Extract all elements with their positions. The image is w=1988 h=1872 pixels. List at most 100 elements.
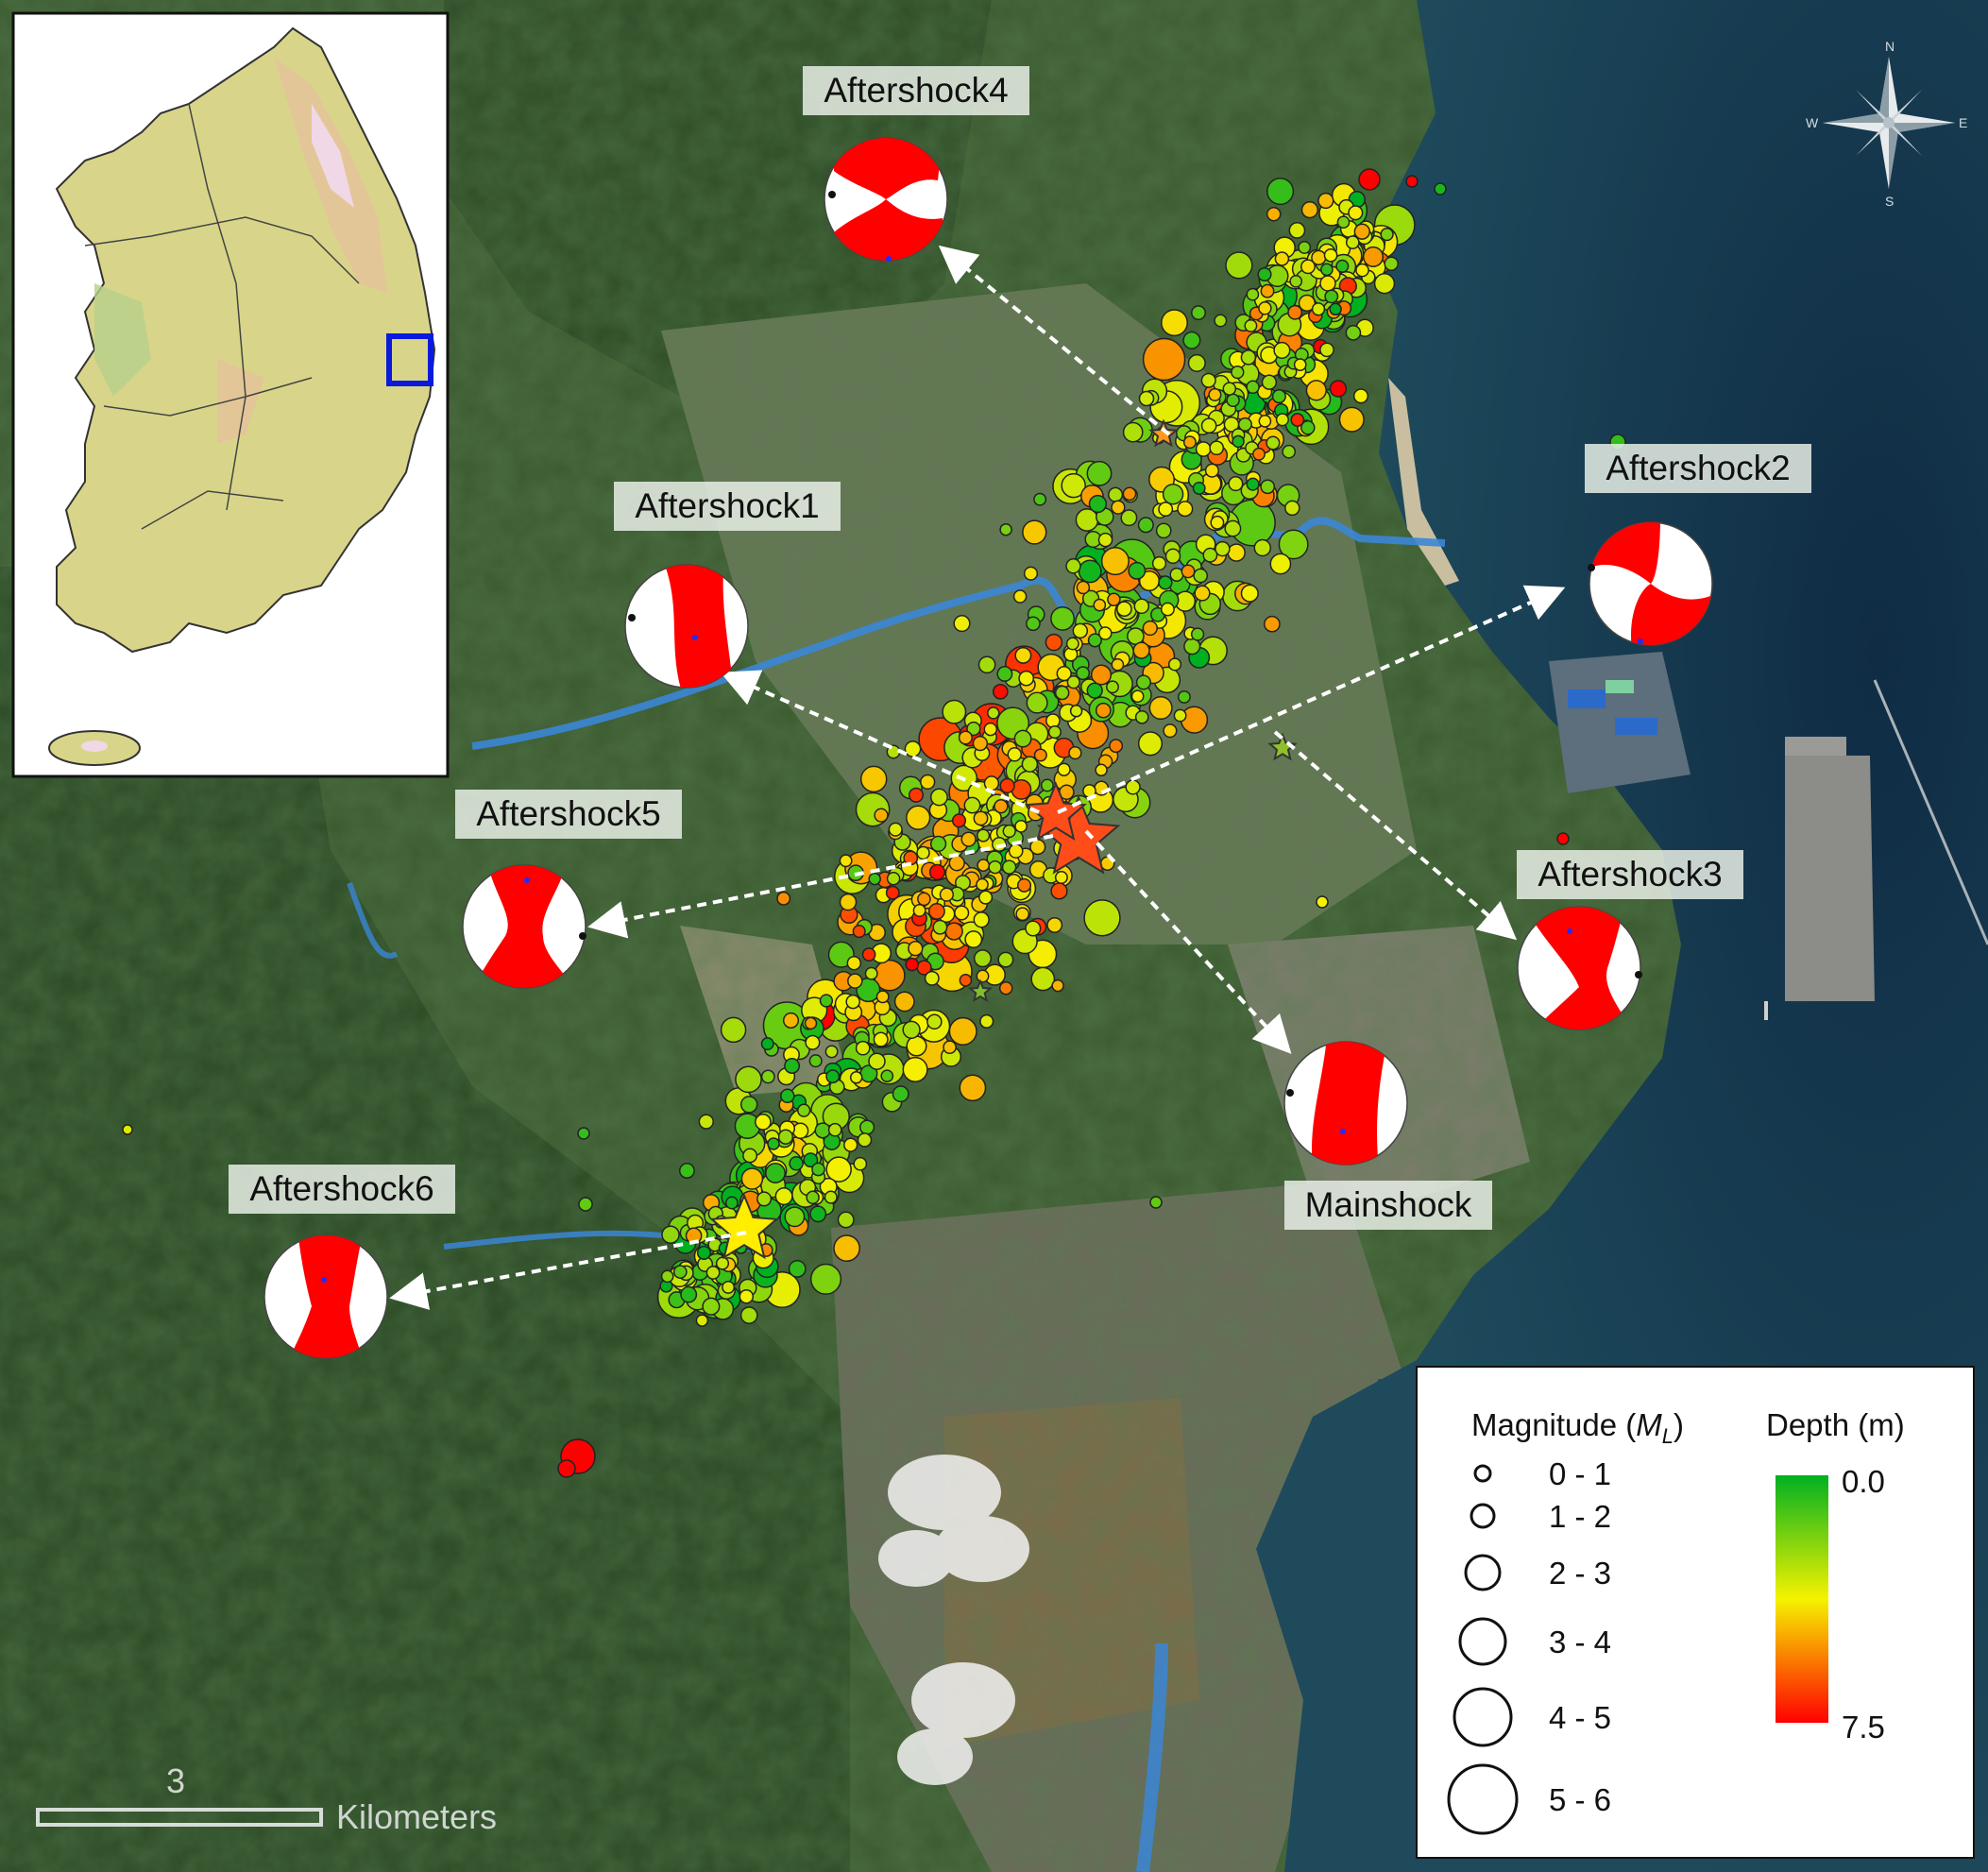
epicenter-marker xyxy=(1045,633,1063,652)
epicenter-marker xyxy=(557,1459,576,1478)
epicenter-marker xyxy=(1107,592,1121,606)
epicenter-marker xyxy=(1193,568,1209,584)
epicenter-marker xyxy=(1094,780,1110,796)
epicenter-marker xyxy=(782,1012,800,1029)
epicenter-marker xyxy=(1072,622,1089,639)
epicenter-marker xyxy=(924,970,940,986)
epicenter-marker xyxy=(1181,564,1196,579)
aftershock6-star-icon xyxy=(709,1193,779,1260)
beachball-mainshock xyxy=(1283,1041,1408,1166)
epicenter-marker xyxy=(702,1297,721,1316)
epicenter-marker xyxy=(696,1245,711,1260)
epicenter-marker xyxy=(1187,353,1206,372)
epicenter-marker xyxy=(978,890,994,905)
epicenter-marker xyxy=(1122,421,1144,443)
epicenter-marker xyxy=(811,1162,825,1177)
epicenter-marker xyxy=(1258,301,1272,315)
epicenter-marker xyxy=(1095,702,1112,719)
arrow-aftershock3 xyxy=(1273,730,1518,941)
epicenter-marker xyxy=(1208,387,1222,401)
label-aftershock6: Aftershock6 xyxy=(249,1169,433,1208)
epicenter-marker xyxy=(1298,241,1312,254)
epicenter-marker xyxy=(837,1211,855,1229)
epicenter-marker xyxy=(809,1205,827,1223)
epicenter-marker xyxy=(1228,476,1244,492)
beachball-aftershock6 xyxy=(263,1234,388,1359)
epicenter-marker xyxy=(977,859,991,872)
epicenter-marker xyxy=(739,1096,758,1114)
compass-rose-icon: N E S W xyxy=(1806,39,1967,209)
epicenter-marker xyxy=(1026,691,1048,714)
epicenter-marker xyxy=(893,991,915,1013)
epicenter-marker xyxy=(1106,680,1119,694)
epicenter-marker xyxy=(814,1122,831,1139)
epicenter-marker xyxy=(1068,745,1082,760)
scale-bar: 3 Kilometers xyxy=(36,1761,497,1836)
scale-bar-value: 3 xyxy=(166,1761,185,1800)
epicenter-marker xyxy=(1244,318,1258,332)
arrow-aftershock1 xyxy=(720,670,1040,814)
epicenter-marker xyxy=(1345,235,1360,249)
epicenter-marker xyxy=(1266,178,1295,206)
epicenter-marker xyxy=(902,1020,921,1039)
epicenter-marker xyxy=(1161,309,1188,337)
epicenter-marker xyxy=(873,1031,889,1047)
epicenter-marker xyxy=(1273,341,1291,359)
epicenter-marker xyxy=(1100,547,1130,576)
epicenter-marker xyxy=(1202,547,1218,563)
epicenter-marker xyxy=(805,1034,821,1050)
epicenter-marker xyxy=(1348,205,1364,221)
epicenter-marker xyxy=(1122,486,1137,502)
epicenter-marker xyxy=(1298,294,1317,313)
arrow-aftershock4 xyxy=(938,245,1171,436)
epicenter-marker xyxy=(1373,273,1396,295)
epicenter-marker xyxy=(1045,713,1061,728)
event-stars xyxy=(709,418,1298,1260)
epicenter-marker xyxy=(886,871,901,886)
aftershock3-star-icon xyxy=(1267,732,1298,761)
epicenter-marker xyxy=(1013,729,1032,748)
epicenter-marker xyxy=(1289,274,1303,288)
epicenter-marker xyxy=(1066,675,1080,689)
epicenter-marker xyxy=(847,973,863,989)
epicenter-marker xyxy=(809,1263,842,1295)
epicenter-marker xyxy=(755,1114,772,1131)
epicenter-marker xyxy=(966,721,981,737)
epicenter-marker xyxy=(760,1069,775,1084)
epicenter-marker xyxy=(857,1132,873,1148)
epicenter-marker xyxy=(1352,388,1369,404)
korea-inset-map xyxy=(11,11,450,778)
epicenter-marker xyxy=(1225,251,1253,280)
epicenter-marker xyxy=(1054,871,1068,884)
compass-s: S xyxy=(1885,194,1894,209)
epicenter-marker xyxy=(1434,182,1447,196)
epicenter-marker xyxy=(1033,492,1047,506)
epicenter-marker xyxy=(1210,515,1225,530)
epicenter-marker xyxy=(756,1191,773,1207)
legend: Magnitude (ML) 0 - 1 1 - 2 2 - 3 3 - 4 4 - 5… xyxy=(1416,1366,1975,1859)
epicenter-marker xyxy=(1355,263,1369,278)
epicenter-marker xyxy=(780,1088,795,1104)
depth-min-label: 0.0 xyxy=(1842,1464,1885,1499)
epicenter-marker xyxy=(855,1040,871,1056)
epicenter-marker xyxy=(833,1234,860,1262)
epicenter-marker xyxy=(1023,566,1039,581)
epicenter-marker xyxy=(992,683,1009,700)
epicenter-marker xyxy=(1149,1196,1163,1209)
epicenter-marker xyxy=(1405,175,1419,188)
epicenter-marker xyxy=(1040,778,1054,792)
beachball-aftershock1 xyxy=(624,564,749,689)
epicenter-marker xyxy=(1257,266,1272,282)
epicenter-marker xyxy=(1195,441,1212,457)
epicenter-marker xyxy=(1076,666,1091,681)
epicenter-marker xyxy=(1316,895,1329,909)
epicenter-marker xyxy=(1191,305,1206,321)
epicenter-marker xyxy=(976,969,990,983)
epicenter-marker xyxy=(939,887,955,902)
epicenter-marker xyxy=(927,902,945,920)
legend-depth-title: Depth (m) xyxy=(1766,1407,1905,1442)
epicenter-marker xyxy=(1300,200,1319,219)
epicenter-marker xyxy=(1109,739,1124,754)
epicenter-marker xyxy=(1001,859,1017,875)
mechanism-arrows xyxy=(389,245,1566,1310)
